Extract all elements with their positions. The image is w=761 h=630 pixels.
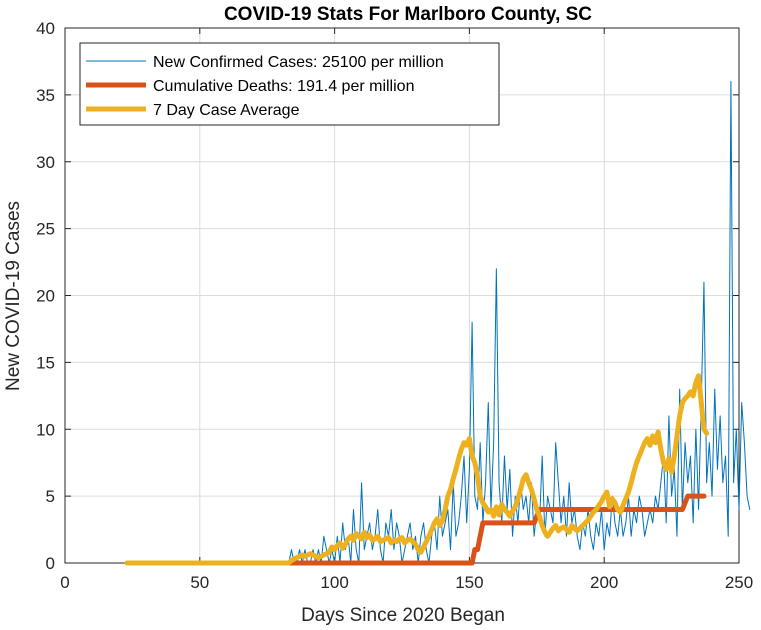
y-tick-label: 25 (36, 220, 55, 239)
series-cumulative-deaths (286, 493, 707, 566)
y-tick-label: 20 (36, 287, 55, 306)
x-tick-label: 0 (60, 573, 69, 592)
x-tick-label: 250 (725, 573, 753, 592)
y-tick-label: 0 (46, 554, 55, 573)
y-tick-label: 30 (36, 153, 55, 172)
y-tick-label: 15 (36, 353, 55, 372)
legend: New Confirmed Cases: 25100 per million C… (79, 42, 500, 126)
legend-entry-cumulative-deaths: Cumulative Deaths: 191.4 per million (153, 78, 414, 95)
y-tick-label: 10 (36, 420, 55, 439)
y-tick-label: 5 (46, 487, 55, 506)
chart-title: COVID-19 Stats For Marlboro County, SC (224, 4, 592, 25)
y-axis: 0 5 10 15 20 25 30 35 40 (36, 19, 739, 573)
legend-entry-new-cases: New Confirmed Cases: 25100 per million (153, 54, 444, 71)
y-axis-label: New COVID-19 Cases (3, 201, 24, 391)
series-new-confirmed-cases (288, 81, 751, 564)
y-tick-label: 40 (36, 19, 55, 38)
x-tick-label: 50 (190, 573, 209, 592)
series-layer (124, 81, 751, 566)
legend-entry-7-day-average: 7 Day Case Average (153, 102, 300, 119)
series-7-day-case-average (124, 373, 710, 566)
y-tick-label: 35 (36, 86, 55, 105)
legend-box (79, 42, 500, 126)
x-tick-label: 200 (590, 573, 618, 592)
x-axis-label: Days Since 2020 Began (301, 605, 505, 626)
x-tick-label: 150 (455, 573, 483, 592)
x-tick-label: 100 (320, 573, 348, 592)
